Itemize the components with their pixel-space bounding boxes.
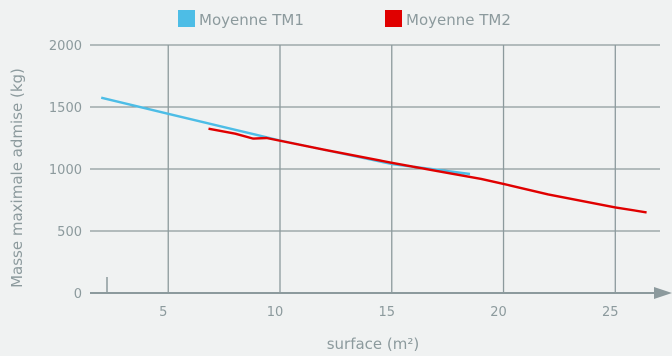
y-tick-label: 1500: [49, 101, 82, 116]
series-lines: [100, 96, 647, 214]
y-tick-label: 2000: [49, 39, 82, 54]
x-tick-label: 10: [267, 305, 284, 320]
x-axis-arrow: [654, 287, 672, 299]
y-tick-label: 1000: [49, 163, 82, 178]
y-tick-label: 0: [74, 287, 82, 302]
legend-swatch-tm2: [385, 10, 402, 27]
series-line-1: [100, 96, 471, 176]
legend-label-tm2: Moyenne TM2: [406, 11, 511, 29]
x-axis-title: surface (m²): [327, 335, 420, 353]
legend-swatch-tm1: [178, 10, 195, 27]
y-tick-label: 500: [57, 225, 82, 240]
series-line-2: [208, 127, 647, 214]
y-axis-title: Masse maximale admise (kg): [8, 68, 26, 288]
x-tick-label: 15: [378, 305, 395, 320]
x-tick-label: 25: [602, 305, 619, 320]
x-tick-label: 5: [159, 305, 167, 320]
axes: [90, 277, 672, 299]
x-tick-label: 20: [490, 305, 507, 320]
grid: [90, 44, 660, 293]
x-tick-labels: 5 10 15 20 25: [159, 305, 618, 320]
legend: Moyenne TM1 Moyenne TM2: [178, 10, 511, 29]
legend-label-tm1: Moyenne TM1: [199, 11, 304, 29]
y-tick-labels: 0 500 1000 1500 2000: [49, 39, 82, 302]
